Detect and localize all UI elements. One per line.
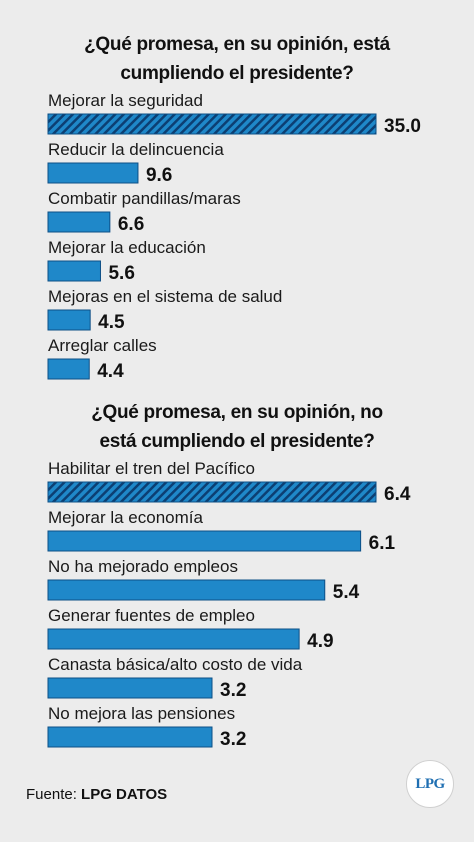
value-label: 35.0 [384,116,421,137]
category-label: Mejorar la educación [48,238,206,257]
category-label: Mejorar la seguridad [48,92,203,110]
category-label: Generar fuentes de empleo [48,606,255,625]
value-label: 9.6 [146,165,172,186]
value-label: 3.2 [220,729,246,750]
chart-title-line-1: ¿Qué promesa, en su opinión, está [84,34,390,55]
value-label: 4.9 [307,631,333,652]
bar-chart-cumpliendo: Mejorar la seguridad 35.0 Reducir la delin… [47,92,421,382]
value-label: 6.1 [369,533,396,554]
bar [47,211,111,233]
category-label: No mejora las pensiones [48,704,235,723]
source-footer: Fuente: LPG DATOS [26,786,167,803]
bar [47,260,101,282]
bar-chart-no-cumpliendo: Habilitar el tren del Pacífico 6.4 Mejorar… [47,460,411,750]
chart-cumpliendo: ¿Qué promesa, en su opinión, está cumpli… [0,30,474,382]
chart-title-line-2: cumpliendo el presidente? [120,63,354,84]
category-label: Arreglar calles [48,336,157,355]
logo-text: LPG [415,775,445,792]
value-label: 4.5 [98,312,125,333]
bar [47,677,213,699]
bar-highlighted [47,481,377,503]
value-label: 5.6 [108,263,134,284]
category-label: Mejorar la economía [48,508,204,527]
bar [47,579,326,601]
category-label: Canasta básica/alto costo de vida [48,655,303,674]
bar [47,162,139,184]
category-label: Habilitar el tren del Pacífico [48,460,255,478]
footer-prefix: Fuente: [26,786,82,803]
value-label: 4.4 [97,361,124,382]
chart-title: ¿Qué promesa, en su opinión, no está cum… [0,398,474,456]
chart-title: ¿Qué promesa, en su opinión, está cumpli… [0,30,474,88]
bar [47,628,300,650]
category-label: Reducir la delincuencia [48,140,224,159]
value-label: 6.6 [118,214,144,235]
value-label: 3.2 [220,680,246,701]
value-label: 5.4 [333,582,360,603]
chart-title-line-2: está cumpliendo el presidente? [99,431,375,452]
footer-source: LPG DATOS [81,786,168,803]
bar-highlighted [47,113,377,135]
chart-no-cumpliendo: ¿Qué promesa, en su opinión, no está cum… [0,398,474,750]
lpg-logo: LPG [406,760,454,808]
value-label: 6.4 [384,484,411,505]
category-label: No ha mejorado empleos [48,557,238,576]
chart-title-line-1: ¿Qué promesa, en su opinión, no [91,402,383,423]
bar [47,530,362,552]
bar [47,358,90,380]
bar [47,726,213,748]
bar [47,309,91,331]
category-label: Combatir pandillas/maras [48,189,241,208]
category-label: Mejoras en el sistema de salud [48,287,282,306]
